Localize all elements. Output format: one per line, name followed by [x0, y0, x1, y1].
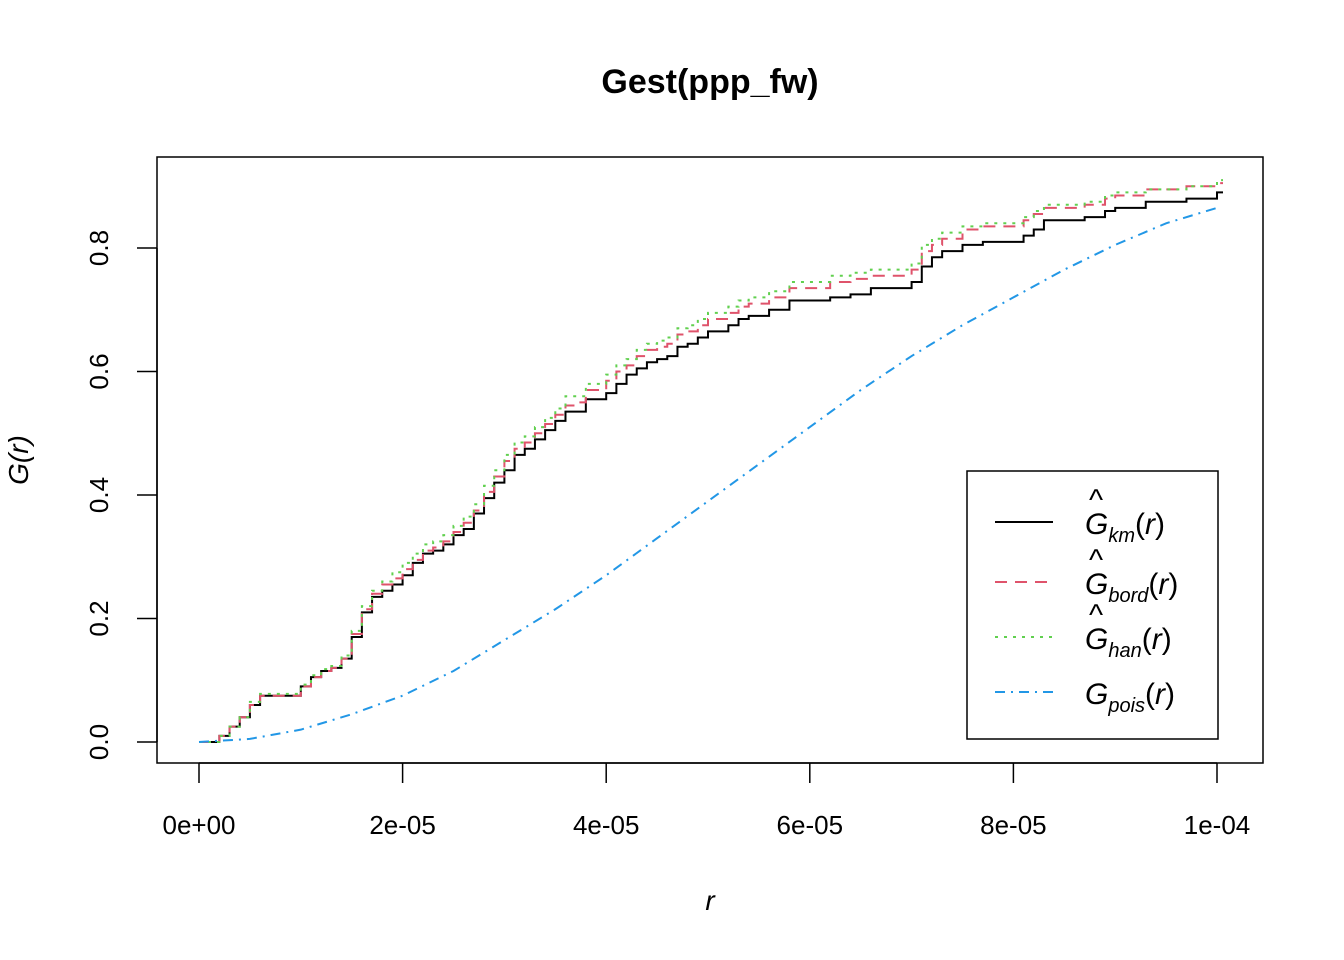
- x-axis: 0e+00 2e-05 4e-05 6e-05 8e-05 1e-04: [162, 762, 1251, 840]
- y-tick-label: 0.0: [84, 724, 114, 760]
- legend-label-bord: Gbord(r): [1085, 568, 1178, 607]
- x-tick-label: 2e-05: [369, 810, 436, 840]
- legend-box: [966, 470, 1219, 740]
- y-axis: 0.0 0.2 0.4 0.6 0.8: [84, 230, 158, 760]
- x-tick-label: 4e-05: [573, 810, 640, 840]
- legend-hat-km: ^: [1089, 484, 1103, 517]
- series-layer: [198, 179, 1223, 743]
- x-tick-label: 6e-05: [777, 810, 844, 840]
- series-line-km: [199, 191, 1223, 743]
- y-tick-label: 0.2: [84, 600, 114, 636]
- x-tick-label: 1e-04: [1184, 810, 1251, 840]
- svg-text:G(r): G(r): [3, 435, 34, 485]
- series-line-han: [199, 179, 1223, 743]
- y-tick-label: 0.8: [84, 230, 114, 266]
- series-line-pois: [198, 206, 1218, 743]
- y-tick-label: 0.4: [84, 477, 114, 513]
- legend-label-han: Ghan(r): [1085, 623, 1172, 662]
- x-tick-label: 0e+00: [162, 810, 235, 840]
- x-tick-label: 8e-05: [980, 810, 1047, 840]
- chart-title: Gest(ppp_fw): [601, 63, 818, 101]
- y-axis-label: G(r): [3, 435, 34, 485]
- y-tick-label: 0.6: [84, 353, 114, 389]
- legend-label-km: Gkm(r): [1085, 508, 1165, 547]
- legend: Gkm(r)^Gbord(r)^Ghan(r)^Gpois(r): [966, 470, 1219, 740]
- legend-hat-han: ^: [1089, 599, 1103, 632]
- legend-label-pois: Gpois(r): [1085, 678, 1175, 717]
- legend-hat-bord: ^: [1089, 544, 1103, 577]
- x-axis-label: r: [705, 885, 716, 916]
